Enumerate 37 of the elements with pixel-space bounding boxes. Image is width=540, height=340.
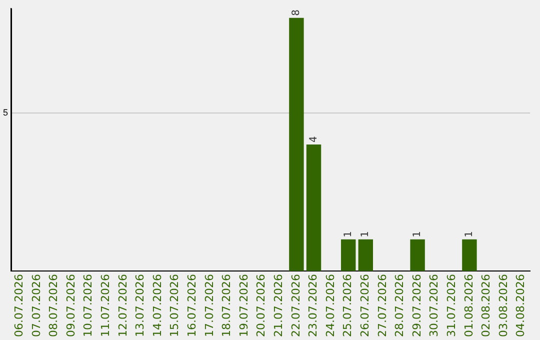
y-tick-label: 5: [2, 107, 8, 118]
data-label: 1: [412, 231, 424, 238]
x-tick-label: 28.07.2026: [393, 274, 406, 338]
x-tick-label: 17.07.2026: [202, 274, 216, 338]
data-label: 4: [308, 136, 320, 142]
x-tick-label: 27.07.2026: [376, 274, 389, 338]
x-tick-label: 01.08.2026: [462, 274, 476, 338]
x-tick-label: 21.07.2026: [272, 274, 286, 338]
x-tick-label: 10.07.2026: [82, 274, 95, 338]
x-tick-label: 11.07.2026: [99, 274, 112, 338]
x-tick-label: 22.07.2026: [289, 274, 302, 338]
data-label: 1: [464, 231, 476, 238]
x-tick-label: 16.07.2026: [186, 274, 199, 338]
data-label: 1: [342, 231, 354, 238]
x-tick-label: 07.07.2026: [30, 274, 43, 338]
x-tick-label: 20.07.2026: [254, 274, 268, 338]
x-tick-label: 31.07.2026: [445, 274, 458, 338]
x-tick-label: 06.07.2026: [12, 274, 26, 338]
data-label: 1: [360, 231, 372, 238]
x-tick-label: 18.07.2026: [220, 274, 234, 338]
x-tick-label: 25.07.2026: [341, 274, 354, 338]
x-tick-label: 03.08.2026: [496, 274, 510, 338]
x-tick-label: 04.08.2026: [514, 274, 528, 338]
x-tick-label: 13.07.2026: [134, 274, 147, 338]
x-tick-label: 09.07.2026: [64, 274, 78, 338]
x-tick-label: 29.07.2026: [410, 274, 424, 338]
x-tick-label: 08.07.2026: [47, 274, 60, 338]
x-tick-label: 02.08.2026: [480, 274, 493, 338]
x-tick-label: 14.07.2026: [150, 274, 164, 338]
x-tick-label: 19.07.2026: [237, 274, 250, 338]
x-tick-label: 12.07.2026: [116, 274, 130, 338]
x-tick-label: 24.07.2026: [324, 274, 337, 338]
x-tick-label: 23.07.2026: [306, 274, 320, 338]
data-label: 8: [291, 10, 302, 16]
x-tick-label: 15.07.2026: [168, 274, 182, 338]
x-tick-label: 26.07.2026: [358, 274, 372, 338]
x-tick-label: 30.07.2026: [428, 274, 441, 338]
